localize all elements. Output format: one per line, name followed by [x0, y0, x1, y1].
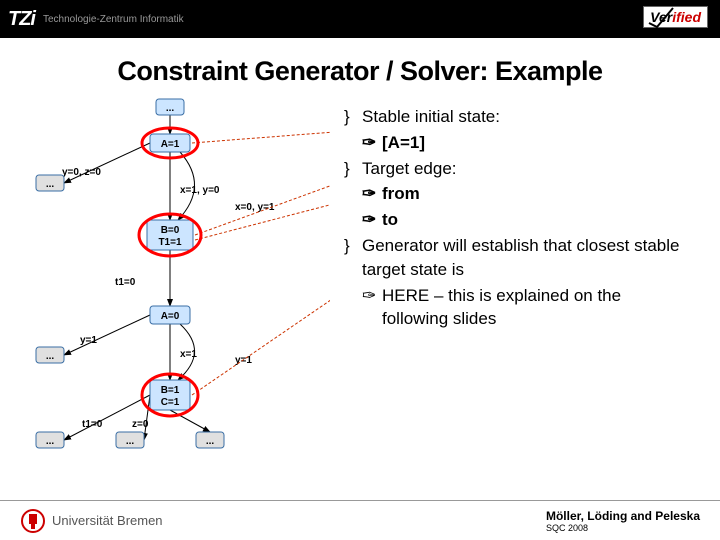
- svg-text:x=0, y=1: x=0, y=1: [235, 202, 275, 213]
- svg-text:y=1: y=1: [80, 335, 97, 346]
- svg-text:C=1: C=1: [161, 397, 180, 408]
- uni-name: Universität Bremen: [52, 513, 163, 528]
- header: TZi Technologie-Zentrum Informatik: [0, 0, 720, 38]
- bullet-1: Stable initial state:: [362, 105, 500, 129]
- svg-text:A=0: A=0: [161, 311, 180, 322]
- tzi-subtitle: Technologie-Zentrum Informatik: [43, 14, 184, 25]
- svg-text:B=1: B=1: [161, 385, 180, 396]
- svg-text:y=0, z=0: y=0, z=0: [62, 167, 101, 178]
- content: y=0, z=0x=1, y=0x=0, y=1t1=0y=1x=1y=1t1=…: [0, 95, 720, 455]
- svg-text:y=1: y=1: [235, 355, 252, 366]
- bullet-2b: to: [382, 208, 398, 232]
- svg-text:T1=1: T1=1: [158, 237, 182, 248]
- svg-text:t1=0: t1=0: [115, 277, 136, 288]
- svg-text:...: ...: [46, 436, 55, 447]
- bullet-2: Target edge:: [362, 157, 457, 181]
- svg-text:...: ...: [46, 179, 55, 190]
- svg-text:x=1, y=0: x=1, y=0: [180, 185, 220, 196]
- svg-text:z=0: z=0: [132, 419, 149, 430]
- authors: Möller, Löding and Peleska: [546, 509, 700, 523]
- verified-logo: Verified: [643, 6, 708, 28]
- svg-text:...: ...: [126, 436, 135, 447]
- bullet-3a: HERE – this is explained on the followin…: [382, 284, 690, 332]
- svg-text:t1=0: t1=0: [82, 419, 103, 430]
- bullet-3: Generator will establish that closest st…: [362, 234, 690, 282]
- tzi-logo: TZi: [8, 8, 35, 31]
- svg-text:B=0: B=0: [161, 225, 180, 236]
- bullet-2a: from: [382, 182, 420, 206]
- svg-text:...: ...: [166, 103, 175, 114]
- uni-logo: Universität Bremen: [20, 508, 163, 534]
- verified-suffix: ified: [672, 9, 701, 25]
- svg-text:A=1: A=1: [161, 139, 180, 150]
- slide-title: Constraint Generator / Solver: Example: [0, 56, 720, 87]
- bullet-1a: [A=1]: [382, 131, 425, 155]
- bullet-list: }Stable initial state: ✑[A=1] }Target ed…: [330, 95, 700, 455]
- svg-text:...: ...: [46, 351, 55, 362]
- svg-text:...: ...: [206, 436, 215, 447]
- conference: SQC 2008: [546, 523, 700, 533]
- state-diagram: y=0, z=0x=1, y=0x=0, y=1t1=0y=1x=1y=1t1=…: [20, 95, 330, 455]
- credits: Möller, Löding and Peleska SQC 2008: [546, 509, 700, 533]
- footer: Universität Bremen Möller, Löding and Pe…: [0, 500, 720, 540]
